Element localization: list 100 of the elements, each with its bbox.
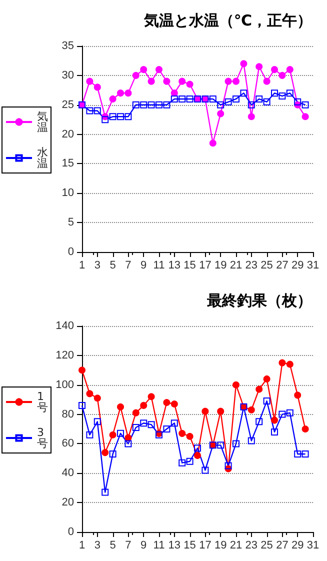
point — [286, 90, 294, 97]
x-tick-label: 25 — [260, 260, 273, 272]
point — [132, 424, 140, 432]
point — [217, 101, 224, 108]
x-tick-label: 25 — [260, 540, 273, 552]
x-tick-label: 17 — [199, 540, 212, 552]
point — [232, 381, 240, 388]
legend-label: 1号 — [37, 390, 48, 414]
point — [248, 113, 255, 120]
x-tick-label: 3 — [94, 260, 100, 272]
point — [140, 420, 148, 427]
point — [86, 431, 94, 438]
y-tick-label: 5 — [68, 216, 74, 229]
point — [278, 359, 286, 366]
point — [156, 101, 162, 108]
legend-label: 気温 — [37, 110, 48, 134]
x-tick-label: 9 — [140, 260, 147, 272]
point — [286, 409, 294, 416]
x-tick-label: 3 — [94, 540, 100, 552]
x-tick-label: 11 — [153, 260, 165, 272]
point — [86, 107, 94, 114]
point — [102, 116, 109, 124]
point — [102, 488, 109, 496]
point — [140, 402, 148, 409]
y-tick-label: 140 — [56, 320, 74, 332]
y-tick-label: 10 — [62, 187, 74, 200]
point — [271, 66, 278, 74]
point — [278, 92, 286, 100]
point — [209, 95, 216, 102]
point — [178, 430, 186, 437]
y-tick-label: 20 — [62, 128, 74, 140]
point — [256, 386, 263, 393]
point — [163, 78, 170, 85]
point — [302, 450, 309, 458]
y-tick-label: 60 — [62, 438, 74, 450]
point — [248, 406, 255, 414]
y-tick-label: 15 — [62, 158, 74, 170]
point — [263, 98, 270, 106]
y-tick-label: 30 — [62, 69, 74, 82]
point — [186, 458, 194, 465]
point — [86, 78, 94, 85]
x-tick-label: 5 — [110, 540, 116, 552]
point — [117, 403, 124, 410]
point — [124, 113, 132, 120]
x-tick-label: 23 — [245, 260, 258, 272]
point — [132, 72, 140, 79]
point — [170, 95, 178, 102]
y-tick-label: 0 — [68, 526, 74, 538]
point — [240, 60, 248, 68]
point — [286, 66, 294, 74]
point — [232, 78, 240, 85]
x-tick-label: 17 — [199, 260, 212, 272]
x-tick-label: 13 — [168, 540, 181, 552]
point — [271, 416, 278, 424]
y-tick-label: 0 — [68, 246, 74, 258]
point — [232, 440, 240, 448]
point — [194, 452, 201, 459]
point — [263, 375, 270, 382]
point — [163, 426, 170, 432]
point — [178, 78, 186, 85]
point — [294, 392, 302, 399]
point — [117, 90, 124, 97]
x-tick-label: 31 — [306, 540, 320, 552]
point — [78, 366, 86, 374]
point — [256, 418, 263, 426]
x-tick-label: 23 — [245, 540, 258, 552]
point — [148, 101, 155, 108]
x-tick-label: 29 — [291, 540, 304, 552]
point — [224, 98, 232, 106]
x-tick-label: 11 — [153, 540, 165, 552]
point — [263, 78, 270, 85]
point — [178, 95, 186, 102]
point — [256, 63, 263, 70]
x-tick-label: 7 — [125, 540, 132, 552]
point — [109, 431, 116, 438]
point — [78, 402, 86, 409]
point — [202, 466, 209, 474]
point — [124, 440, 132, 448]
point — [170, 400, 178, 408]
point — [109, 113, 116, 120]
point — [271, 428, 278, 436]
point — [140, 66, 148, 74]
point — [117, 113, 124, 120]
point — [217, 110, 224, 118]
point — [186, 95, 194, 102]
point — [278, 72, 286, 79]
point — [240, 90, 248, 97]
point — [102, 449, 109, 456]
y-tick-label: 80 — [62, 408, 74, 420]
x-tick-label: 15 — [184, 260, 196, 272]
x-tick-label: 15 — [184, 540, 196, 552]
point — [263, 398, 270, 405]
x-tick-label: 31 — [306, 260, 320, 272]
point — [248, 437, 255, 444]
point — [132, 101, 140, 108]
point — [132, 409, 140, 416]
y-tick-label: 35 — [62, 40, 74, 52]
x-tick-label: 7 — [125, 260, 132, 272]
x-tick-label: 1 — [78, 540, 86, 552]
point — [194, 444, 201, 452]
